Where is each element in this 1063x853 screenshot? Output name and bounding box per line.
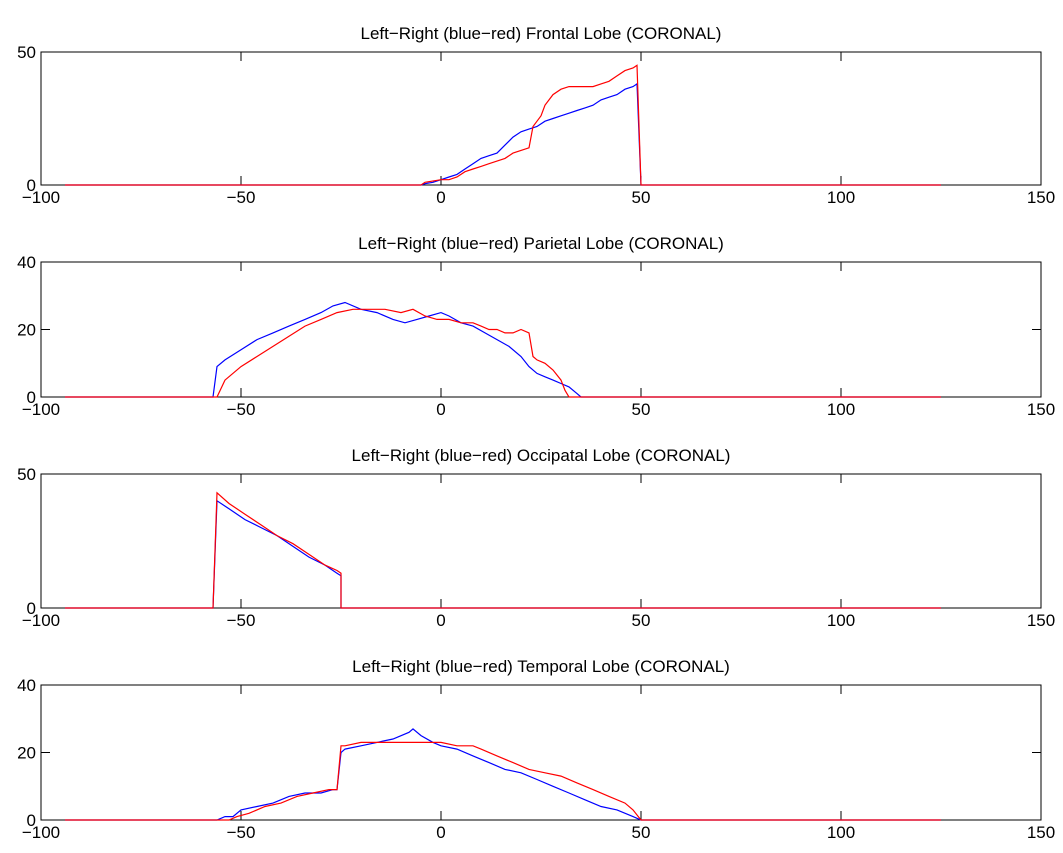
y-tick-label: 0	[27, 388, 36, 407]
x-tick-label: −100	[22, 823, 60, 842]
x-tick-label: −50	[227, 400, 256, 419]
x-tick-label: −100	[22, 400, 60, 419]
y-tick-label: 0	[27, 599, 36, 618]
y-tick-label: 0	[27, 176, 36, 195]
plot-frame	[40, 261, 1042, 398]
x-tick-label: −50	[227, 611, 256, 630]
x-tick-label: 50	[632, 611, 651, 630]
y-tick-label: 0	[27, 811, 36, 830]
occipatal-lobe-subplot: Left−Right (blue−red) Occipatal Lobe (CO…	[17, 446, 1055, 630]
x-tick-label: 150	[1027, 188, 1055, 207]
chart-title: Left−Right (blue−red) Temporal Lobe (COR…	[352, 657, 730, 676]
series-line-red	[65, 64, 941, 186]
x-tick-label: 100	[827, 823, 855, 842]
parietal-lobe-subplot: Left−Right (blue−red) Parietal Lobe (COR…	[17, 234, 1055, 419]
y-tick-label: 20	[17, 321, 36, 340]
x-tick-label: 100	[827, 611, 855, 630]
plot-frame	[40, 51, 1042, 186]
series-line-blue	[65, 301, 941, 398]
y-tick-label: 40	[17, 253, 36, 272]
y-tick-label: 50	[17, 43, 36, 62]
chart-title: Left−Right (blue−red) Frontal Lobe (CORO…	[361, 24, 722, 43]
x-tick-label: −100	[22, 611, 60, 630]
plot-frame	[40, 473, 1042, 609]
x-tick-label: −100	[22, 188, 60, 207]
chart-title: Left−Right (blue−red) Occipatal Lobe (CO…	[352, 446, 731, 465]
x-tick-label: 50	[632, 400, 651, 419]
x-tick-label: 150	[1027, 611, 1055, 630]
x-tick-label: −50	[227, 188, 256, 207]
x-tick-label: 0	[436, 188, 445, 207]
chart-title: Left−Right (blue−red) Parietal Lobe (COR…	[358, 234, 724, 253]
y-tick-label: 20	[17, 744, 36, 763]
x-tick-label: 0	[436, 823, 445, 842]
x-tick-label: 50	[632, 823, 651, 842]
x-tick-label: 100	[827, 188, 855, 207]
series-line-blue	[65, 82, 941, 186]
x-tick-label: −50	[227, 823, 256, 842]
y-tick-label: 50	[17, 465, 36, 484]
x-tick-label: 100	[827, 400, 855, 419]
series-line-red	[65, 741, 941, 821]
x-tick-label: 0	[436, 611, 445, 630]
frontal-lobe-subplot: Left−Right (blue−red) Frontal Lobe (CORO…	[17, 24, 1055, 207]
temporal-lobe-subplot: Left−Right (blue−red) Temporal Lobe (COR…	[17, 657, 1055, 842]
series-line-blue	[65, 728, 941, 821]
series-line-red	[65, 491, 941, 609]
plot-frame	[40, 684, 1042, 821]
x-tick-label: 150	[1027, 400, 1055, 419]
x-tick-label: 50	[632, 188, 651, 207]
x-tick-label: 150	[1027, 823, 1055, 842]
x-tick-label: 0	[436, 400, 445, 419]
series-line-blue	[65, 499, 941, 609]
y-tick-label: 40	[17, 676, 36, 695]
series-line-red	[65, 308, 941, 398]
